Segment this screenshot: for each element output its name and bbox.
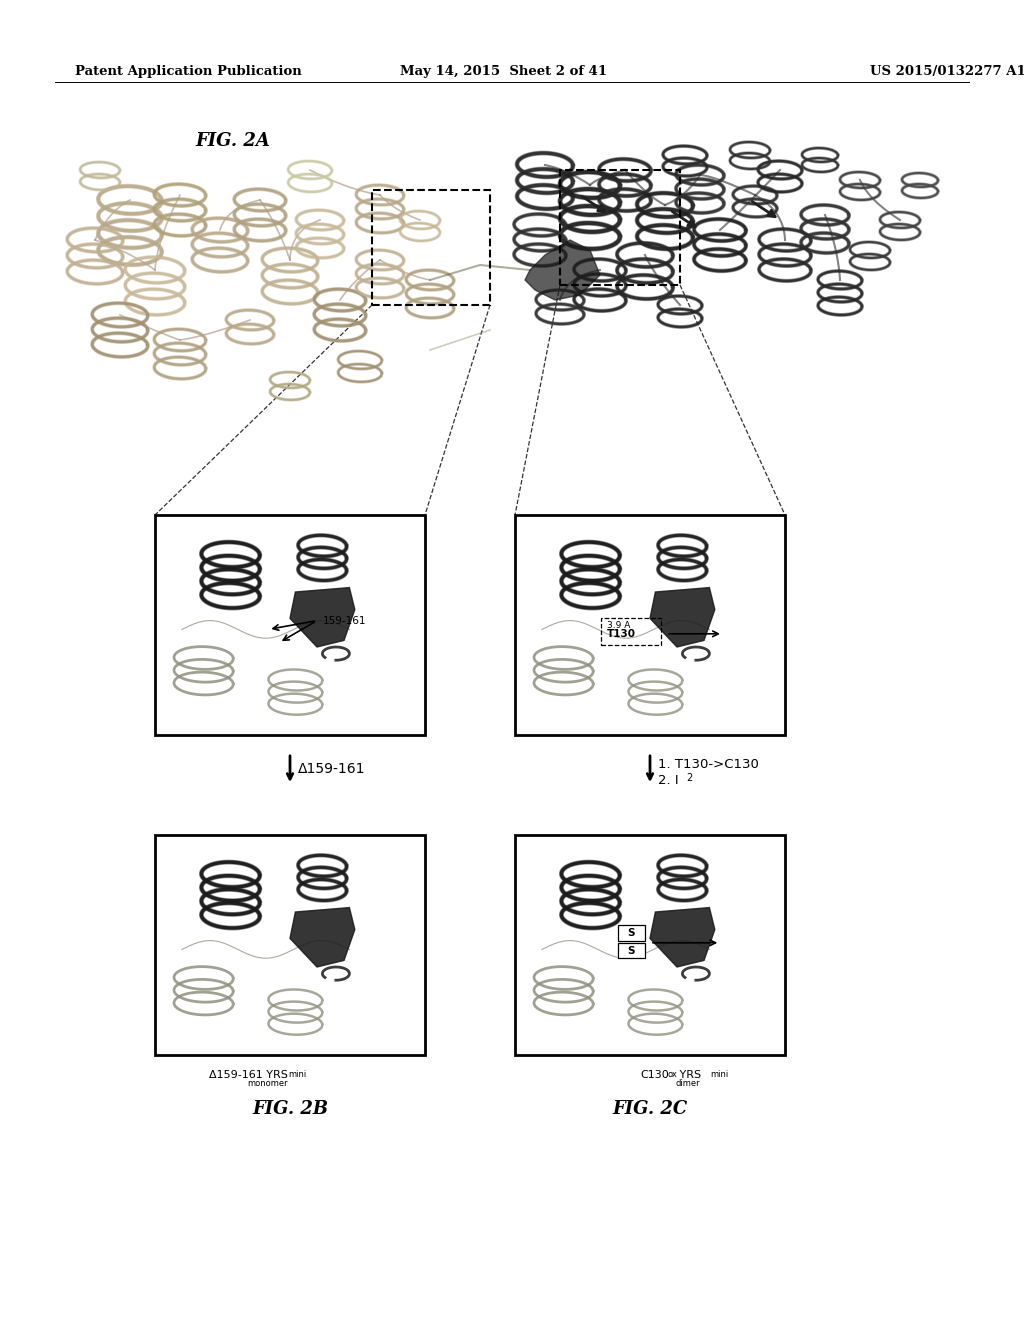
Text: mini: mini: [710, 1071, 728, 1078]
Bar: [515, 836, 785, 1055]
Text: Patent Application Publication: Patent Application Publication: [75, 66, 302, 78]
Text: 2. I: 2. I: [658, 774, 679, 787]
Text: dimer: dimer: [676, 1078, 700, 1088]
Bar: [617, 942, 644, 958]
Polygon shape: [525, 240, 600, 300]
Polygon shape: [650, 908, 715, 968]
Polygon shape: [290, 587, 354, 647]
Text: 2: 2: [686, 774, 692, 783]
Polygon shape: [290, 908, 354, 968]
Text: 159-161: 159-161: [323, 615, 366, 626]
Text: FIG. 2C: FIG. 2C: [612, 1100, 688, 1118]
Bar: [560, 170, 680, 285]
Text: YRS: YRS: [676, 1071, 701, 1080]
Text: mini: mini: [288, 1071, 306, 1078]
Bar: [372, 190, 490, 305]
Text: T130: T130: [607, 628, 636, 639]
Text: May 14, 2015  Sheet 2 of 41: May 14, 2015 Sheet 2 of 41: [400, 66, 607, 78]
Text: ox: ox: [668, 1071, 678, 1078]
Bar: [155, 515, 425, 735]
Text: 3.9 A: 3.9 A: [607, 620, 630, 630]
Bar: [617, 925, 644, 941]
Text: FIG. 2B: FIG. 2B: [252, 1100, 328, 1118]
Polygon shape: [650, 587, 715, 647]
Text: monomer: monomer: [248, 1078, 288, 1088]
Text: S: S: [628, 945, 635, 956]
Text: S: S: [628, 928, 635, 939]
Bar: [155, 836, 425, 1055]
Bar: [601, 618, 660, 644]
Text: FIG. 2A: FIG. 2A: [195, 132, 270, 150]
Text: C130: C130: [640, 1071, 669, 1080]
Bar: [515, 515, 785, 735]
Text: US 2015/0132277 A1: US 2015/0132277 A1: [870, 66, 1024, 78]
Text: Δ159-161 YRS: Δ159-161 YRS: [209, 1071, 288, 1080]
Text: 1. T130->C130: 1. T130->C130: [658, 759, 759, 771]
Text: Δ159-161: Δ159-161: [298, 762, 366, 776]
